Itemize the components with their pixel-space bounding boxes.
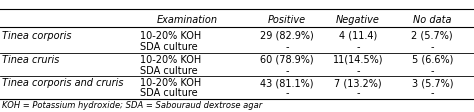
Text: -: - bbox=[356, 42, 360, 52]
Text: 2 (5.7%): 2 (5.7%) bbox=[411, 31, 453, 41]
Text: Positive: Positive bbox=[268, 15, 306, 25]
Text: -: - bbox=[285, 87, 289, 97]
Text: Negative: Negative bbox=[336, 15, 380, 25]
Text: 10-20% KOH: 10-20% KOH bbox=[140, 55, 201, 64]
Text: Tinea cruris: Tinea cruris bbox=[2, 55, 60, 64]
Text: Tinea corporis: Tinea corporis bbox=[2, 31, 72, 41]
Text: 60 (78.9%): 60 (78.9%) bbox=[260, 55, 314, 64]
Text: SDA culture: SDA culture bbox=[140, 87, 198, 97]
Text: No data: No data bbox=[413, 15, 452, 25]
Text: -: - bbox=[356, 87, 360, 97]
Text: KOH = Potassium hydroxide; SDA = Sabouraud dextrose agar: KOH = Potassium hydroxide; SDA = Saboura… bbox=[2, 101, 263, 110]
Text: Examination: Examination bbox=[157, 15, 218, 25]
Text: 10-20% KOH: 10-20% KOH bbox=[140, 31, 201, 41]
Text: SDA culture: SDA culture bbox=[140, 65, 198, 75]
Text: -: - bbox=[356, 65, 360, 75]
Text: 3 (5.7%): 3 (5.7%) bbox=[411, 77, 453, 87]
Text: -: - bbox=[430, 65, 434, 75]
Text: -: - bbox=[285, 65, 289, 75]
Text: 4 (11.4): 4 (11.4) bbox=[339, 31, 377, 41]
Text: 5 (6.6%): 5 (6.6%) bbox=[411, 55, 453, 64]
Text: 29 (82.9%): 29 (82.9%) bbox=[260, 31, 314, 41]
Text: 7 (13.2%): 7 (13.2%) bbox=[334, 77, 382, 87]
Text: 11(14.5%): 11(14.5%) bbox=[333, 55, 383, 64]
Text: Tinea corporis and cruris: Tinea corporis and cruris bbox=[2, 77, 124, 87]
Text: SDA culture: SDA culture bbox=[140, 42, 198, 52]
Text: -: - bbox=[430, 42, 434, 52]
Text: 43 (81.1%): 43 (81.1%) bbox=[260, 77, 313, 87]
Text: 10-20% KOH: 10-20% KOH bbox=[140, 77, 201, 87]
Text: -: - bbox=[430, 87, 434, 97]
Text: -: - bbox=[285, 42, 289, 52]
